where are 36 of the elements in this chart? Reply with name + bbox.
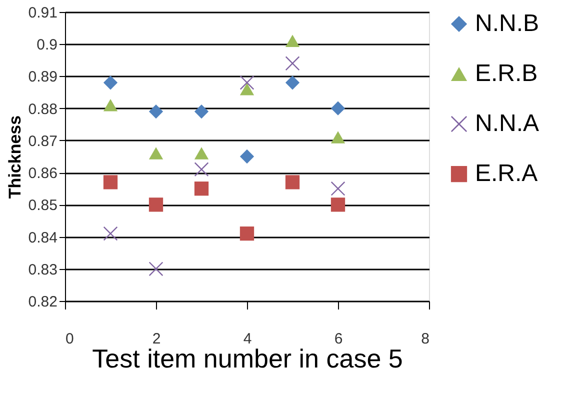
point [285, 76, 300, 90]
y-tick-label: 0.9 [36, 36, 58, 54]
point [148, 104, 164, 119]
point [194, 104, 209, 119]
y-tick-label: 0.91 [28, 4, 58, 22]
point [240, 149, 254, 164]
y-tick-label: 0.85 [28, 197, 58, 214]
y-tick-label: 0.89 [28, 68, 58, 86]
point [330, 198, 346, 212]
point [194, 162, 209, 176]
point [148, 147, 164, 160]
legend-label: N.N.B [475, 10, 540, 37]
y-tick-label: 0.82 [28, 294, 58, 310]
point [330, 131, 346, 144]
point [194, 147, 209, 160]
legend-label: N.N.A [475, 110, 540, 137]
y-tick-label: 0.88 [28, 100, 58, 118]
point [103, 175, 118, 190]
point [330, 101, 346, 116]
y-tick-label: 0.84 [28, 229, 58, 246]
point [103, 76, 118, 90]
point [240, 82, 254, 96]
point [285, 34, 300, 48]
point [148, 198, 164, 212]
y-tick-label: 0.87 [28, 132, 58, 150]
y-tick-label: 0.83 [28, 261, 58, 278]
y-axis-title: Thickness [5, 115, 24, 199]
x-tick-label: 8 [421, 330, 430, 348]
point [285, 175, 300, 190]
point [103, 99, 118, 112]
point [194, 182, 209, 196]
point [240, 226, 254, 241]
y-tick-label: 0.86 [28, 165, 58, 182]
x-tick-label: 0 [66, 330, 74, 348]
legend-label: E.R.B [475, 60, 538, 87]
legend-label: E.R.A [475, 160, 538, 187]
